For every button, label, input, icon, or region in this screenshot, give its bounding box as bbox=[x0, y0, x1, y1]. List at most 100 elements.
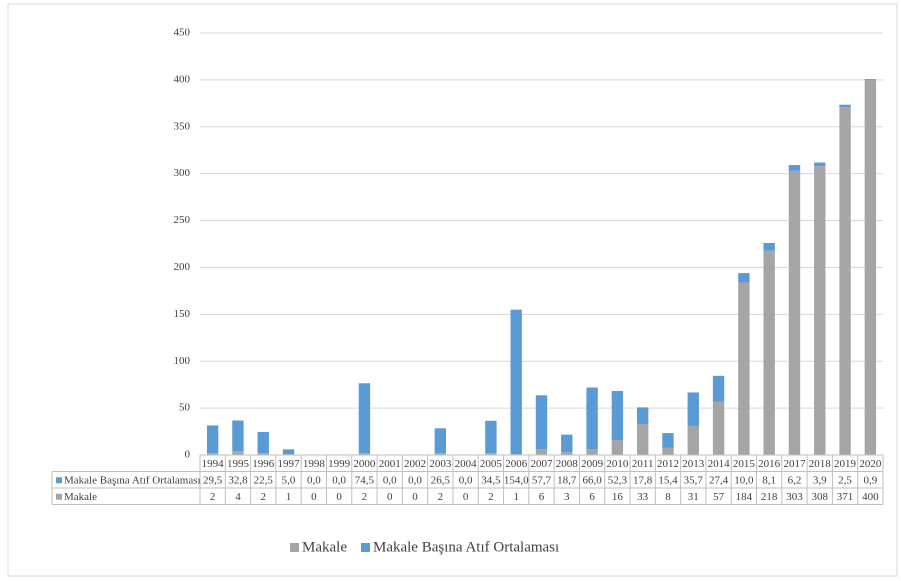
x-tick-label: 2007 bbox=[531, 458, 554, 470]
y-tick-label: 150 bbox=[174, 308, 191, 320]
table-legend-key bbox=[56, 493, 62, 500]
bar-segment bbox=[586, 387, 598, 450]
table-value: 0,0 bbox=[332, 474, 346, 486]
x-tick-label: 2003 bbox=[429, 458, 452, 470]
table-value: 66,0 bbox=[582, 474, 602, 486]
table-value: 4 bbox=[235, 491, 241, 503]
bar-segment bbox=[232, 420, 244, 452]
legend-label: Makale Başına Atıf Ortalaması bbox=[373, 539, 559, 555]
table-value: 308 bbox=[812, 491, 829, 503]
y-tick-label: 400 bbox=[174, 73, 191, 85]
table-value: 6 bbox=[539, 491, 545, 503]
x-tick-label: 1994 bbox=[202, 458, 225, 470]
table-value: 0,0 bbox=[307, 474, 321, 486]
x-tick-label: 2015 bbox=[733, 458, 756, 470]
table-value: 154,0 bbox=[504, 474, 529, 486]
x-tick-label: 2011 bbox=[632, 458, 654, 470]
table-value: 0 bbox=[336, 491, 342, 503]
table-value: 2 bbox=[210, 491, 216, 503]
bar-segment bbox=[535, 395, 548, 450]
bar-segment bbox=[485, 420, 497, 454]
table-value: 6 bbox=[589, 491, 595, 503]
x-tick-label: 1995 bbox=[227, 458, 250, 470]
table-value: 22,5 bbox=[254, 474, 274, 486]
table-value: 8 bbox=[665, 491, 671, 503]
bar-segment bbox=[257, 453, 269, 455]
table-value: 3,9 bbox=[813, 474, 827, 486]
bar-segment bbox=[738, 282, 750, 455]
table-value: 35,7 bbox=[684, 474, 704, 486]
bar-segment bbox=[687, 425, 699, 455]
y-tick-label: 100 bbox=[174, 355, 191, 367]
bar-segment bbox=[232, 451, 244, 455]
x-tick-label: 2001 bbox=[379, 458, 401, 470]
bar-segment bbox=[358, 383, 371, 454]
table-value: 2 bbox=[488, 491, 494, 503]
bar-segment bbox=[763, 242, 775, 251]
bar-segment bbox=[814, 162, 826, 167]
table-value: 29,5 bbox=[203, 474, 223, 486]
bar-segment bbox=[864, 79, 877, 455]
x-tick-label: 2012 bbox=[657, 458, 679, 470]
bar-segment bbox=[712, 375, 725, 402]
bar-segment bbox=[561, 452, 573, 455]
table-value: 2,5 bbox=[838, 474, 852, 486]
table-value: 2 bbox=[362, 491, 368, 503]
x-tick-label: 2018 bbox=[809, 458, 832, 470]
bar-segment bbox=[687, 392, 699, 426]
bar-segment bbox=[434, 428, 447, 454]
bar-segment bbox=[510, 309, 522, 455]
table-value: 31 bbox=[688, 491, 699, 503]
bar-segment bbox=[434, 453, 447, 455]
bar-segment bbox=[358, 453, 371, 455]
table-value: 0,0 bbox=[383, 474, 397, 486]
bar-segment bbox=[788, 165, 801, 171]
table-value: 303 bbox=[786, 491, 803, 503]
table-value: 0 bbox=[387, 491, 393, 503]
table-value: 57,7 bbox=[532, 474, 552, 486]
table-value: 184 bbox=[736, 491, 753, 503]
bar-segment bbox=[636, 407, 649, 425]
table-value: 32,8 bbox=[228, 474, 248, 486]
x-tick-label: 2020 bbox=[859, 458, 882, 470]
table-value: 57 bbox=[713, 491, 725, 503]
y-tick-label: 200 bbox=[174, 261, 191, 273]
table-series-name: Makale Başına Atıf Ortalaması bbox=[64, 474, 201, 486]
bar-segment bbox=[611, 439, 624, 455]
bar-segment bbox=[611, 390, 624, 440]
table-value: 0,9 bbox=[863, 474, 877, 486]
table-value: 52,3 bbox=[608, 474, 628, 486]
table-value: 34,5 bbox=[481, 474, 501, 486]
x-tick-label: 2004 bbox=[455, 458, 478, 470]
table-value: 400 bbox=[862, 491, 879, 503]
table-value: 33 bbox=[637, 491, 649, 503]
bar-segment bbox=[738, 273, 750, 283]
table-value: 74,5 bbox=[355, 474, 375, 486]
bar-segment bbox=[206, 453, 219, 455]
legend-label: Makale bbox=[302, 539, 347, 555]
bar-segment bbox=[535, 449, 548, 455]
y-tick-label: 0 bbox=[185, 449, 191, 461]
x-tick-label: 2016 bbox=[758, 458, 781, 470]
y-tick-label: 300 bbox=[174, 167, 191, 179]
y-tick-label: 350 bbox=[174, 120, 191, 132]
x-tick-label: 1997 bbox=[278, 458, 301, 470]
bar-segment bbox=[561, 434, 573, 453]
bar-segment bbox=[257, 432, 269, 454]
x-tick-label: 2006 bbox=[505, 458, 528, 470]
x-tick-label: 2002 bbox=[404, 458, 426, 470]
table-value: 2 bbox=[438, 491, 444, 503]
x-tick-label: 2008 bbox=[556, 458, 579, 470]
table-value: 1 bbox=[513, 491, 519, 503]
table-value: 2 bbox=[260, 491, 266, 503]
bar-segment bbox=[839, 107, 851, 455]
x-tick-label: 2019 bbox=[834, 458, 857, 470]
bar-segment bbox=[763, 250, 775, 455]
table-value: 371 bbox=[837, 491, 854, 503]
x-tick-label: 2017 bbox=[783, 458, 806, 470]
x-tick-label: 2000 bbox=[353, 458, 376, 470]
bar-segment bbox=[586, 449, 598, 455]
table-value: 0,0 bbox=[459, 474, 473, 486]
table-value: 18,7 bbox=[557, 474, 577, 486]
